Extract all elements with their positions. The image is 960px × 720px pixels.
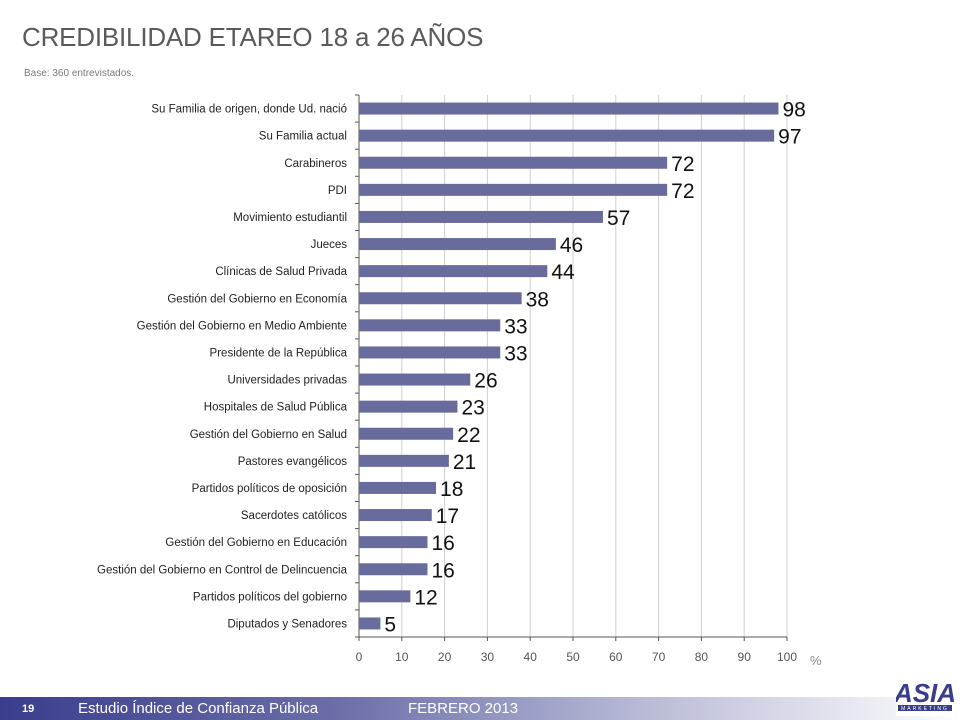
x-tick-label: 90 (738, 650, 752, 664)
bar (359, 238, 556, 251)
bar (359, 129, 775, 142)
bar (359, 590, 411, 603)
x-tick-label: 0 (356, 650, 363, 664)
value-label: 17 (436, 505, 459, 528)
x-tick-label: 20 (438, 650, 452, 664)
category-label: PDI (328, 185, 347, 197)
footer-study-name: Estudio Índice de Confianza Pública (78, 700, 319, 717)
bar (359, 346, 501, 359)
bar (359, 265, 548, 278)
category-label: Carabineros (284, 158, 347, 170)
category-label: Gestión del Gobierno en Medio Ambiente (137, 320, 347, 332)
value-label: 46 (560, 234, 583, 257)
value-label: 44 (551, 261, 575, 284)
chart-axis (355, 94, 788, 641)
value-label: 98 (782, 99, 805, 122)
bar-chart: Su Familia de origen, donde Ud. nació Su … (97, 94, 822, 668)
bar (359, 319, 501, 332)
category-label: Sacerdotes católicos (241, 510, 347, 522)
bar (359, 536, 428, 549)
bar (359, 210, 603, 223)
value-label: 26 (474, 370, 497, 393)
x-tick-label: 10 (395, 650, 409, 664)
category-label: Gestión del Gobierno en Economía (167, 293, 347, 305)
category-label: Hospitales de Salud Pública (204, 402, 348, 414)
category-label: Gestión del Gobierno en Educación (165, 537, 347, 549)
logo-subtext: MARKETING (901, 706, 949, 712)
value-label: 12 (414, 586, 437, 609)
x-tick-label: 60 (609, 650, 623, 664)
category-label: Presidente de la República (210, 347, 348, 359)
category-label: Diputados y Senadores (227, 618, 347, 630)
bar (359, 102, 779, 115)
base-note: Base: 360 entrevistados. (24, 68, 135, 79)
x-tick-label: 100 (777, 650, 797, 664)
x-tick-label: 30 (481, 650, 495, 664)
category-label: Gestión del Gobierno en Salud (190, 429, 347, 441)
value-label: 72 (671, 153, 694, 176)
value-label: 33 (504, 342, 527, 365)
chart-grid (401, 95, 788, 637)
x-tick-labels: 0 10 20 30 40 50 60 70 80 90 100 (356, 650, 798, 664)
footer-bar (0, 697, 960, 720)
x-axis-unit: % (810, 653, 822, 668)
page-number: 19 (22, 703, 35, 715)
value-label: 18 (440, 478, 463, 501)
value-label: 97 (778, 126, 801, 149)
bar (359, 509, 432, 522)
bar (359, 183, 668, 196)
category-label: Su Familia de origen, donde Ud. nació (151, 104, 347, 116)
logo-text: ASIA (896, 678, 954, 708)
x-tick-label: 50 (566, 650, 580, 664)
bar (359, 292, 522, 305)
value-label: 38 (526, 288, 549, 311)
category-label: Movimiento estudiantil (233, 212, 347, 224)
bar (359, 617, 381, 630)
value-label: 16 (431, 532, 454, 555)
x-tick-label: 80 (695, 650, 709, 664)
bar (359, 563, 428, 576)
category-label: Universidades privadas (227, 375, 347, 387)
category-label: Gestión del Gobierno en Control de Delin… (97, 564, 348, 576)
category-label: Partidos políticos de oposición (192, 483, 347, 495)
bar (359, 156, 668, 169)
value-label: 21 (453, 451, 476, 474)
category-labels: Su Familia de origen, donde Ud. nació Su … (97, 104, 348, 631)
x-tick-label: 40 (524, 650, 538, 664)
value-label: 5 (384, 613, 396, 636)
value-label: 72 (671, 180, 694, 203)
value-label: 22 (457, 424, 480, 447)
category-label: Partidos políticos del gobierno (193, 591, 347, 603)
category-label: Pastores evangélicos (238, 456, 348, 468)
category-label: Clínicas de Salud Privada (215, 266, 347, 278)
value-label: 57 (607, 207, 630, 230)
footer-date: FEBRERO 2013 (408, 700, 519, 717)
category-label: Su Familia actual (259, 131, 347, 143)
asia-marketing-logo: ASIA MARKETING (896, 676, 954, 716)
bar (359, 481, 437, 494)
value-label: 23 (461, 397, 484, 420)
chart-bars (359, 102, 779, 630)
category-label: Jueces (311, 239, 348, 251)
page-title: CREDIBILIDAD ETAREO 18 a 26 AÑOS (22, 22, 484, 52)
x-tick-label: 70 (652, 650, 666, 664)
value-label: 33 (504, 315, 527, 338)
bar (359, 427, 454, 440)
bar (359, 400, 458, 413)
bar (359, 373, 471, 386)
value-label: 16 (431, 559, 454, 582)
bar (359, 454, 449, 467)
